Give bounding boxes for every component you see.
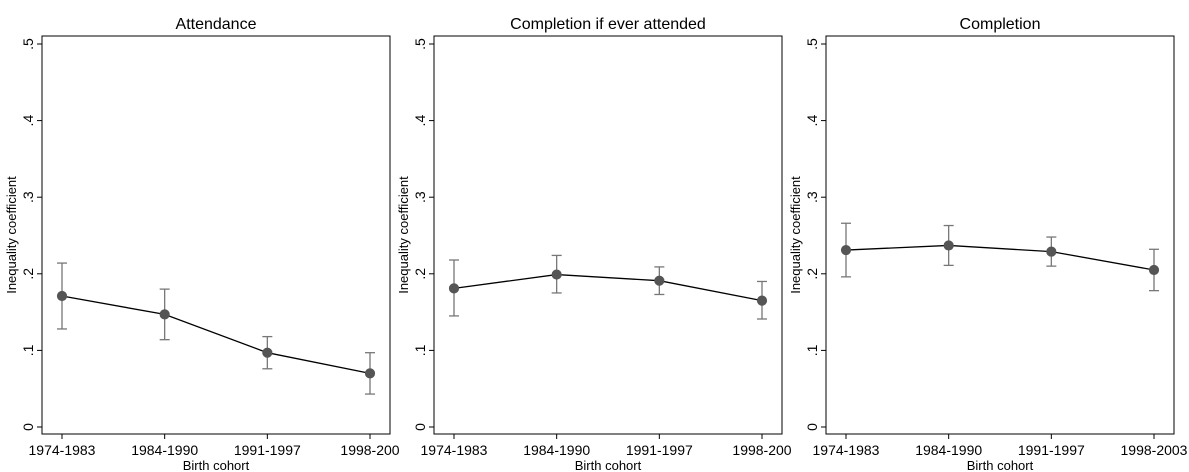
x-tick-label: 1998-200 <box>732 442 791 458</box>
data-point <box>448 283 460 294</box>
x-tick-label: 1984-1990 <box>915 442 982 458</box>
y-tick-label: 0 <box>412 423 428 431</box>
data-point <box>840 244 852 256</box>
plot-frame <box>41 35 391 435</box>
y-tick-label: .5 <box>20 38 36 50</box>
x-axis-label: Birth cohort <box>967 458 1034 472</box>
plot-frame <box>825 35 1175 435</box>
chart-title: Attendance <box>176 16 257 33</box>
series-line <box>453 273 763 302</box>
y-axis-label: Inequality coefficient <box>396 176 411 294</box>
y-tick-label: .5 <box>412 38 428 50</box>
data-point <box>56 290 68 302</box>
chart-panel-3: Completion 0 .1 .2 .3 .4 .5 Inequality coeffici… <box>788 16 1188 472</box>
x-tick-label: 1974-1983 <box>813 442 880 458</box>
chart-title: Completion <box>960 16 1041 33</box>
y-tick-label: .3 <box>412 191 428 203</box>
data-point <box>364 368 376 379</box>
x-tick-label: 1998-2003 <box>1121 442 1188 458</box>
y-tick-label: .5 <box>804 38 820 50</box>
series-line <box>845 244 1155 271</box>
x-axis-label: Birth cohort <box>183 458 250 472</box>
data-point <box>1046 246 1057 257</box>
y-tick-label: .3 <box>20 191 36 203</box>
y-tick-label: .2 <box>20 268 36 280</box>
chart-title: Completion if ever attended <box>510 16 706 33</box>
x-tick-label: 1974-1983 <box>29 442 96 458</box>
x-tick-label: 1991-1997 <box>234 442 301 458</box>
series-line <box>61 295 371 375</box>
y-tick-label: .1 <box>412 344 428 356</box>
y-tick-label: .3 <box>804 191 820 203</box>
y-tick-label: .1 <box>20 344 36 356</box>
data-point <box>1148 264 1160 276</box>
data-point <box>756 295 768 306</box>
x-tick-label: 1984-1990 <box>523 442 590 458</box>
x-tick-label: 1998-200 <box>340 442 399 458</box>
y-tick-label: .2 <box>412 268 428 280</box>
y-axis-label: Inequality coefficient <box>788 176 803 294</box>
x-tick-label: 1984-1990 <box>131 442 198 458</box>
data-point <box>654 275 665 286</box>
x-axis-label: Birth cohort <box>575 458 642 472</box>
x-tick-label: 1991-1997 <box>1018 442 1085 458</box>
data-point <box>943 240 954 251</box>
y-tick-label: .2 <box>804 268 820 280</box>
x-tick-label: 1974-1983 <box>421 442 488 458</box>
chart-panel-2: Completion if ever attended 0 .1 .2 .3 .4 .5 In… <box>396 16 792 472</box>
data-point <box>551 269 562 280</box>
data-point <box>159 309 170 320</box>
x-tick-label: 1991-1997 <box>626 442 693 458</box>
chart-panel-1: Attendance 0 .1 .2 .3 .4 .5 Inequality coeffici… <box>4 16 400 472</box>
y-tick-label: .4 <box>412 115 428 127</box>
y-tick-label: 0 <box>20 423 36 431</box>
data-point <box>262 347 273 358</box>
y-axis-label: Inequality coefficient <box>4 176 19 294</box>
y-tick-label: 0 <box>804 423 820 431</box>
plot-frame <box>433 35 783 435</box>
y-tick-label: .4 <box>804 115 820 127</box>
y-tick-label: .1 <box>804 344 820 356</box>
y-tick-label: .4 <box>20 115 36 127</box>
